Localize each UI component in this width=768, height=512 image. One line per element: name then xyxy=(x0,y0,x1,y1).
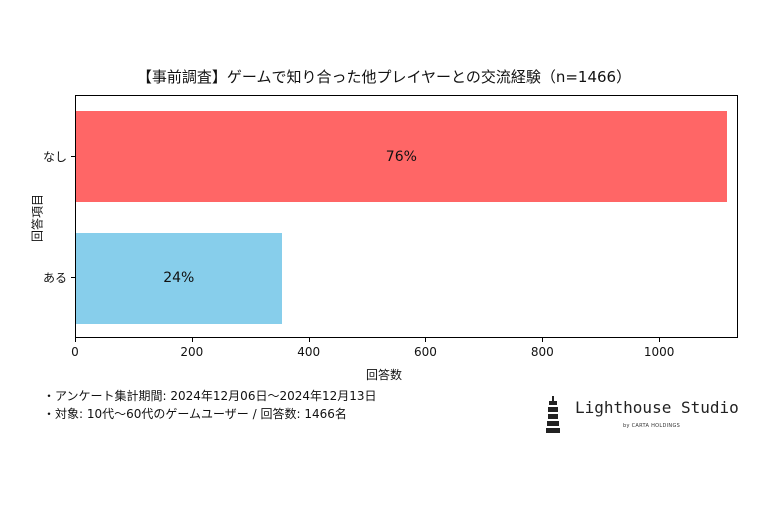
x-tick-mark-1 xyxy=(191,338,193,342)
bar-value-label-1: 24% xyxy=(163,270,195,287)
x-tick-mark-0 xyxy=(75,338,76,342)
bar-value-label-0: 76% xyxy=(385,148,417,165)
y-tick-label-1: ある xyxy=(42,271,67,286)
lighthouse-icon xyxy=(546,396,560,433)
y-tick-label-0: なし xyxy=(42,149,67,164)
lighthouse-studio-logo: Lighthouse Studio by CARTA HOLDINGS xyxy=(543,396,743,436)
chart-title: 【事前調査】ゲームで知り合った他プレイヤーとの交流経験（n=1466） xyxy=(136,68,632,86)
logo-name: Lighthouse Studio xyxy=(575,398,739,417)
x-tick-mark-5 xyxy=(659,338,661,342)
x-tick-label-1: 200 xyxy=(180,345,204,359)
x-tick-mark-2 xyxy=(308,338,310,342)
x-tick-label-4: 800 xyxy=(530,345,554,359)
x-tick-mark-4 xyxy=(542,338,544,342)
plot-area: 76% 24% xyxy=(75,95,738,338)
x-tick-label-3: 600 xyxy=(414,345,437,359)
bar-0 xyxy=(76,111,727,203)
x-tick-mark-3 xyxy=(425,338,427,342)
bar-1 xyxy=(76,232,282,324)
y-axis-label: 回答項目 xyxy=(30,193,45,243)
y-tick-mark-1 xyxy=(71,277,75,279)
survey-target-note: ・対象: 10代〜60代のゲームユーザー / 回答数: 1466名 xyxy=(43,407,347,421)
x-tick-label-0: 0 xyxy=(71,345,79,359)
x-tick-label-5: 1000 xyxy=(643,345,675,359)
x-axis-label: 回答数 xyxy=(365,368,402,382)
logo-tagline: by CARTA HOLDINGS xyxy=(623,423,681,429)
y-tick-mark-0 xyxy=(71,155,75,157)
x-tick-label-2: 400 xyxy=(297,345,321,359)
survey-period-note: ・アンケート集計期間: 2024年12月06日〜2024年12月13日 xyxy=(43,389,377,403)
